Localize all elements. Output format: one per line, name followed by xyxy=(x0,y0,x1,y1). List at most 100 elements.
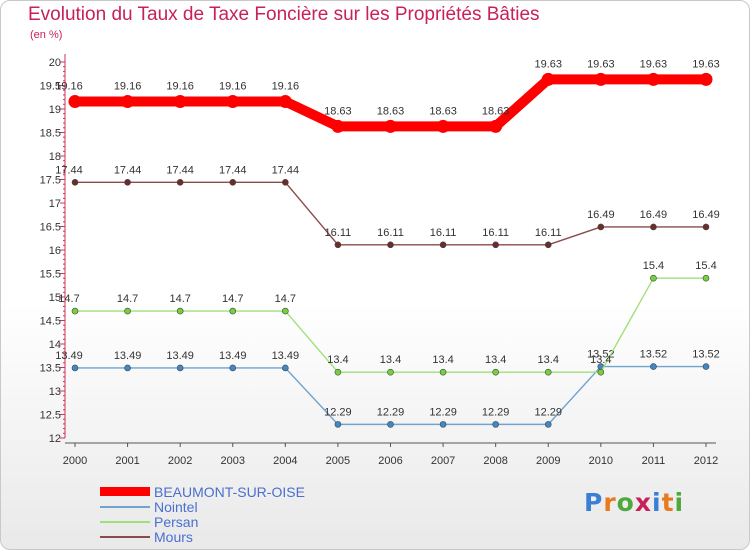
y-tick-label: 17 xyxy=(49,198,61,210)
data-label-persan: 13.4 xyxy=(327,354,348,366)
y-tick-label: 14 xyxy=(49,339,61,351)
legend-swatch-beaumont-sur-oise xyxy=(100,487,150,496)
x-tick-label: 2012 xyxy=(694,455,718,467)
data-label-beaumont-sur-oise: 18.63 xyxy=(429,105,457,117)
data-point-beaumont-sur-oise xyxy=(489,119,503,133)
y-tick-label: 14.5 xyxy=(40,316,61,328)
data-label-nointel: 12.29 xyxy=(482,406,510,418)
data-point-nointel xyxy=(124,364,131,372)
data-label-persan: 13.4 xyxy=(538,354,559,366)
y-tick-label: 18 xyxy=(49,151,61,163)
data-point-mours xyxy=(597,223,605,231)
data-point-persan xyxy=(544,368,552,376)
x-tick-label: 2006 xyxy=(378,455,402,467)
data-label-persan: 15.4 xyxy=(695,260,716,272)
data-point-mours xyxy=(492,241,499,249)
data-label-mours: 17.44 xyxy=(219,164,247,176)
data-label-nointel: 12.29 xyxy=(324,406,352,418)
data-point-nointel xyxy=(334,421,342,428)
data-label-persan: 13.4 xyxy=(380,354,401,366)
legend-label-mours: Mours xyxy=(154,528,193,545)
data-point-beaumont-sur-oise xyxy=(384,119,397,133)
data-point-beaumont-sur-oise xyxy=(278,94,292,108)
data-point-beaumont-sur-oise xyxy=(68,94,82,108)
data-point-mours xyxy=(334,241,342,249)
data-label-mours: 16.49 xyxy=(640,209,668,221)
data-point-mours xyxy=(702,223,710,231)
data-label-mours: 17.44 xyxy=(114,164,142,176)
legend-swatch-nointel xyxy=(100,505,150,508)
data-point-mours xyxy=(439,241,447,249)
data-point-nointel xyxy=(492,421,499,428)
data-label-nointel: 12.29 xyxy=(377,406,405,418)
data-point-nointel xyxy=(650,363,657,370)
data-point-nointel xyxy=(387,421,394,428)
logo-letter: r xyxy=(603,488,617,517)
logo-letter: o xyxy=(616,488,635,517)
logo-letter: x xyxy=(634,488,652,517)
x-tick-label: 2007 xyxy=(431,455,455,467)
y-tick-label: 12 xyxy=(49,433,61,445)
data-label-mours: 16.11 xyxy=(325,227,352,239)
data-label-persan: 14.7 xyxy=(58,293,79,305)
data-label-nointel: 13.49 xyxy=(219,350,247,362)
data-point-beaumont-sur-oise xyxy=(699,72,713,86)
data-label-persan: 14.7 xyxy=(169,293,190,305)
y-tick-label: 16 xyxy=(49,245,61,257)
data-label-beaumont-sur-oise: 19.16 xyxy=(219,80,247,92)
legend-label-beaumont-sur-oise: BEAUMONT-SUR-OISE xyxy=(154,483,305,500)
data-point-nointel xyxy=(229,364,237,372)
data-point-mours xyxy=(176,179,184,186)
data-label-nointel: 13.49 xyxy=(114,350,142,362)
data-point-mours xyxy=(71,179,79,186)
data-label-nointel: 13.49 xyxy=(272,350,300,362)
data-point-persan xyxy=(176,307,184,315)
data-point-beaumont-sur-oise xyxy=(646,72,660,86)
data-label-beaumont-sur-oise: 19.63 xyxy=(534,58,562,70)
data-point-mours xyxy=(124,179,131,186)
data-point-mours xyxy=(229,179,237,186)
data-label-nointel: 13.52 xyxy=(587,349,615,361)
data-label-mours: 17.44 xyxy=(55,164,83,176)
data-point-nointel xyxy=(71,364,79,372)
data-point-beaumont-sur-oise xyxy=(436,119,450,133)
data-point-beaumont-sur-oise xyxy=(541,72,555,86)
y-tick-label: 15 xyxy=(49,292,61,304)
data-point-persan xyxy=(492,368,499,376)
legend-swatch-mours xyxy=(100,535,150,538)
data-point-persan xyxy=(229,307,237,315)
data-label-persan: 13.4 xyxy=(590,354,611,366)
data-label-beaumont-sur-oise: 18.63 xyxy=(377,105,405,117)
data-point-mours xyxy=(544,241,552,249)
chart-legend: BEAUMONT-SUR-OISE Nointel Persan Mours xyxy=(100,483,305,545)
data-point-nointel xyxy=(176,364,184,372)
data-point-persan xyxy=(702,274,710,282)
data-point-persan xyxy=(334,368,342,376)
data-label-mours: 16.11 xyxy=(535,227,562,239)
data-label-nointel: 13.52 xyxy=(640,349,668,361)
y-tick-label: 20 xyxy=(49,57,61,69)
legend-label-persan: Persan xyxy=(154,513,199,530)
data-label-persan: 13.4 xyxy=(432,354,453,366)
data-label-persan: 14.7 xyxy=(275,293,296,305)
y-tick-label: 19.5 xyxy=(40,81,61,93)
data-point-mours xyxy=(282,179,289,186)
x-tick-label: 2003 xyxy=(221,455,245,467)
logo-letter: t xyxy=(661,488,675,517)
data-label-mours: 16.49 xyxy=(692,209,720,221)
data-point-nointel xyxy=(544,421,552,428)
data-point-beaumont-sur-oise xyxy=(331,119,345,133)
legend-item-mours: Mours xyxy=(100,528,305,545)
x-tick-label: 2011 xyxy=(642,455,666,467)
data-label-beaumont-sur-oise: 19.16 xyxy=(55,80,83,92)
data-point-nointel xyxy=(702,363,710,370)
data-label-nointel: 12.29 xyxy=(534,406,562,418)
data-label-nointel: 13.52 xyxy=(692,349,720,361)
chart-title: Evolution du Taux de Taxe Foncière sur l… xyxy=(28,4,540,25)
data-label-nointel: 12.29 xyxy=(429,406,457,418)
data-point-persan xyxy=(439,368,447,376)
data-label-beaumont-sur-oise: 19.63 xyxy=(692,58,720,70)
proxiti-logo: Proxiti xyxy=(584,488,684,517)
x-tick-label: 2008 xyxy=(483,455,507,467)
